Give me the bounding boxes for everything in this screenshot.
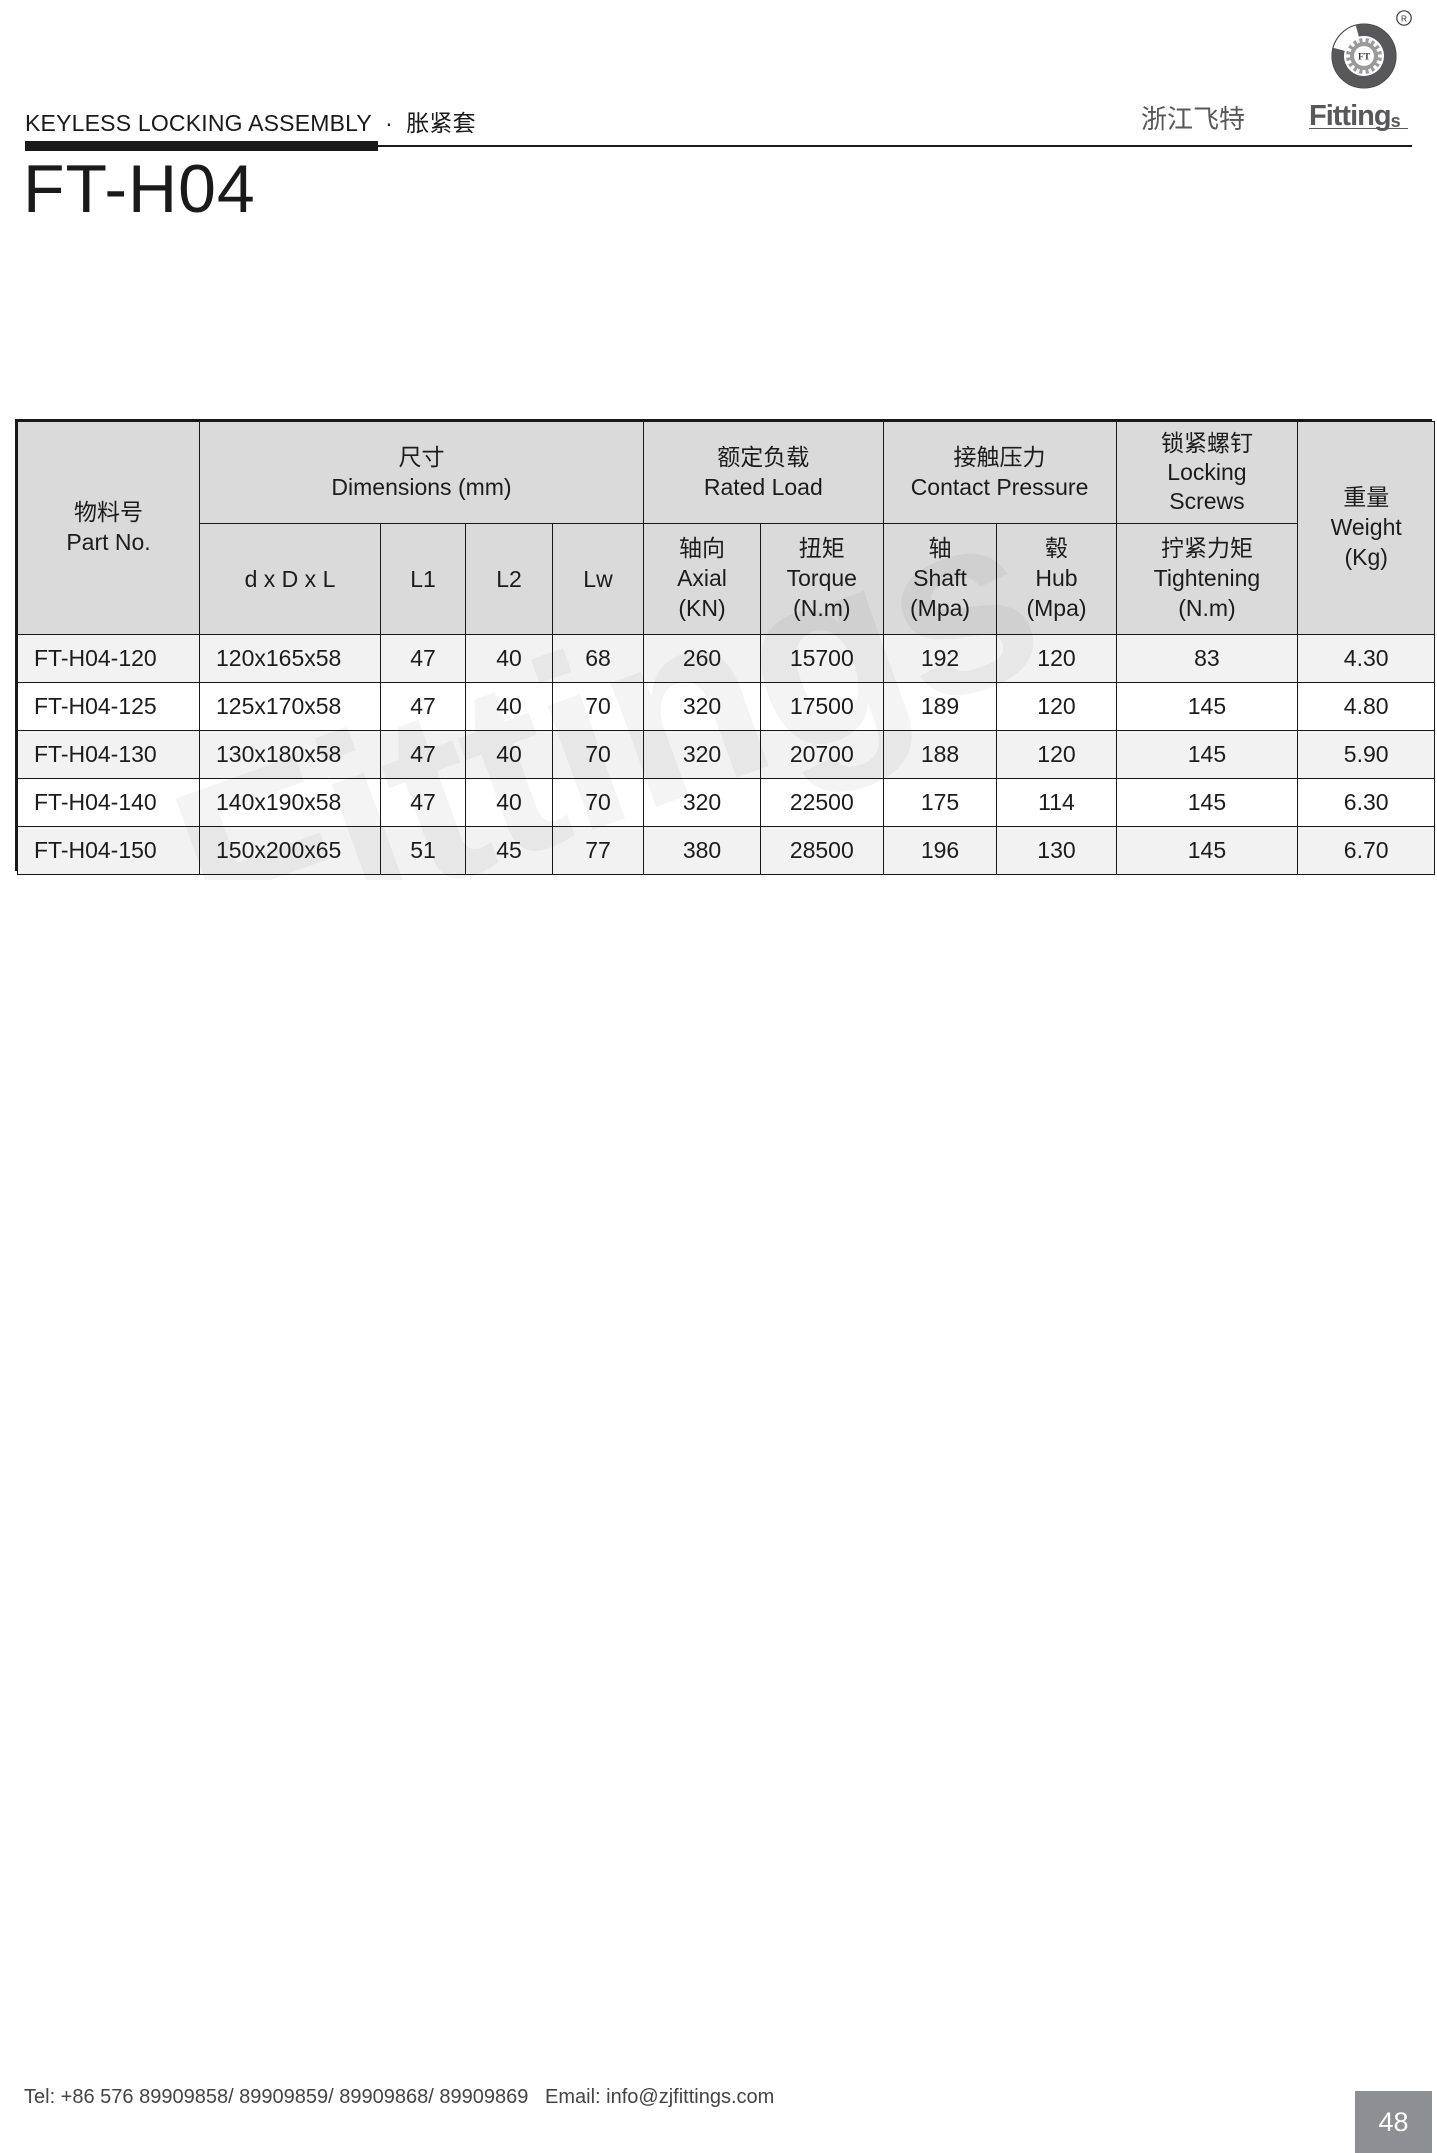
svg-text:R: R (1401, 13, 1407, 23)
svg-text:FT: FT (1358, 53, 1371, 63)
